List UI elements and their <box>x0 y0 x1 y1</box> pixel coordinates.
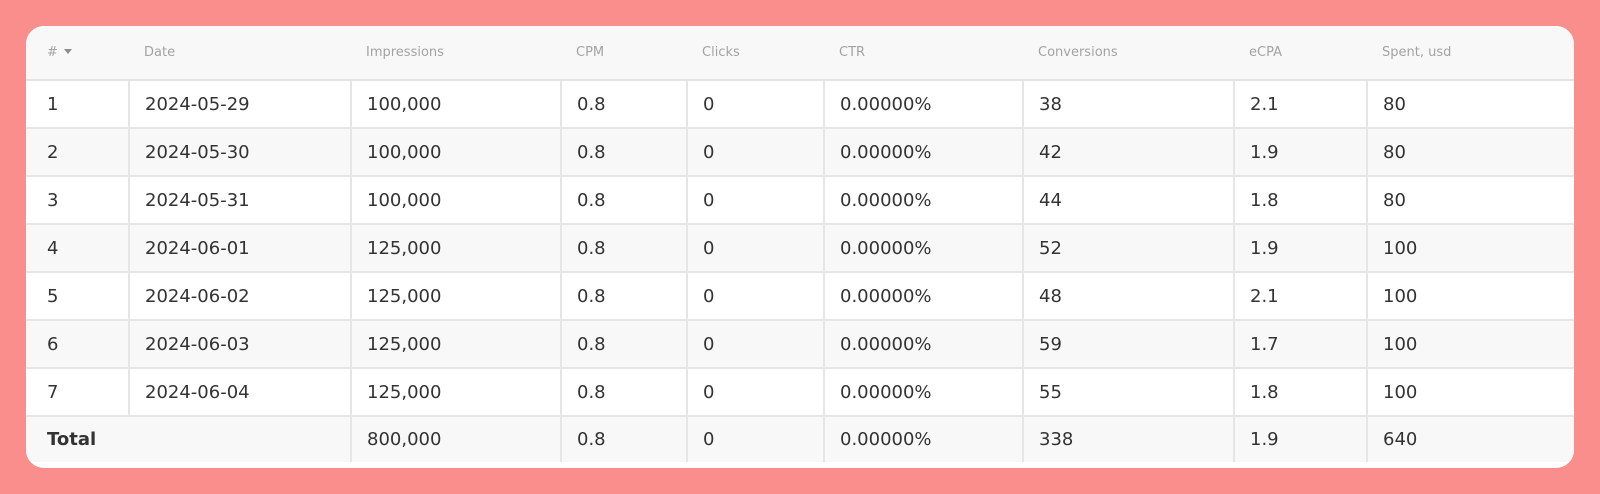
table-row: 7 2024-06-04 125,000 0.8 0 0.00000% 55 1… <box>26 368 1574 417</box>
total-ctr: 0.00000% <box>823 416 1023 462</box>
cell-clicks: 0 <box>686 272 824 321</box>
cell-spent: 100 <box>1366 320 1574 369</box>
cell-date: 2024-05-31 <box>128 176 351 225</box>
column-header-conversions[interactable]: Conversions <box>1023 26 1234 81</box>
column-header-label: # <box>47 45 58 60</box>
cell-clicks: 0 <box>686 80 824 129</box>
cell-cpm: 0.8 <box>560 224 687 273</box>
cell-spent: 100 <box>1366 272 1574 321</box>
cell-date: 2024-06-02 <box>128 272 351 321</box>
total-spent: 640 <box>1366 416 1574 462</box>
cell-impressions: 125,000 <box>350 368 561 417</box>
table-row: 3 2024-05-31 100,000 0.8 0 0.00000% 44 1… <box>26 176 1574 225</box>
cell-cpm: 0.8 <box>560 80 687 129</box>
cell-impressions: 125,000 <box>350 272 561 321</box>
column-header-spent[interactable]: Spent, usd <box>1367 26 1574 81</box>
total-impressions: 800,000 <box>350 416 561 462</box>
cell-ctr: 0.00000% <box>823 128 1023 177</box>
column-header-index[interactable]: # <box>26 26 129 81</box>
cell-impressions: 125,000 <box>350 320 561 369</box>
table-row: 4 2024-06-01 125,000 0.8 0 0.00000% 52 1… <box>26 224 1574 273</box>
cell-cpm: 0.8 <box>560 176 687 225</box>
cell-ecpa: 1.8 <box>1233 176 1367 225</box>
cell-ecpa: 2.1 <box>1233 272 1367 321</box>
total-ecpa: 1.9 <box>1233 416 1367 462</box>
cell-ctr: 0.00000% <box>823 368 1023 417</box>
total-cpm: 0.8 <box>560 416 687 462</box>
table-footer: Total 800,000 0.8 0 0.00000% 338 1.9 640 <box>26 416 1574 462</box>
cell-date: 2024-06-04 <box>128 368 351 417</box>
cell-ecpa: 2.1 <box>1233 80 1367 129</box>
cell-clicks: 0 <box>686 320 824 369</box>
cell-impressions: 100,000 <box>350 128 561 177</box>
caret-down-icon[interactable] <box>63 49 72 54</box>
cell-spent: 80 <box>1366 176 1574 225</box>
cell-index: 5 <box>26 272 129 321</box>
cell-ctr: 0.00000% <box>823 176 1023 225</box>
cell-spent: 80 <box>1366 80 1574 129</box>
cell-conversions: 55 <box>1022 368 1234 417</box>
cell-ctr: 0.00000% <box>823 80 1023 129</box>
total-clicks: 0 <box>686 416 824 462</box>
cell-cpm: 0.8 <box>560 128 687 177</box>
cell-cpm: 0.8 <box>560 320 687 369</box>
table-row: 1 2024-05-29 100,000 0.8 0 0.00000% 38 2… <box>26 80 1574 129</box>
cell-date: 2024-06-01 <box>128 224 351 273</box>
table-body: 1 2024-05-29 100,000 0.8 0 0.00000% 38 2… <box>26 80 1574 417</box>
total-label: Total <box>26 416 351 462</box>
cell-conversions: 44 <box>1022 176 1234 225</box>
stats-table-card: # Date Impressions CPM Clicks CTR Conver… <box>26 26 1574 468</box>
table-row: 5 2024-06-02 125,000 0.8 0 0.00000% 48 2… <box>26 272 1574 321</box>
header-row: # Date Impressions CPM Clicks CTR Conver… <box>26 26 1574 81</box>
table-row: 2 2024-05-30 100,000 0.8 0 0.00000% 42 1… <box>26 128 1574 177</box>
cell-ctr: 0.00000% <box>823 224 1023 273</box>
cell-ecpa: 1.8 <box>1233 368 1367 417</box>
cell-ecpa: 1.9 <box>1233 224 1367 273</box>
cell-clicks: 0 <box>686 224 824 273</box>
cell-impressions: 125,000 <box>350 224 561 273</box>
cell-conversions: 52 <box>1022 224 1234 273</box>
cell-index: 7 <box>26 368 129 417</box>
table-header: # Date Impressions CPM Clicks CTR Conver… <box>26 26 1574 81</box>
table-row: 6 2024-06-03 125,000 0.8 0 0.00000% 59 1… <box>26 320 1574 369</box>
column-header-ctr[interactable]: CTR <box>824 26 1023 81</box>
total-conversions: 338 <box>1022 416 1234 462</box>
column-header-cpm[interactable]: CPM <box>561 26 687 81</box>
cell-cpm: 0.8 <box>560 368 687 417</box>
cell-ctr: 0.00000% <box>823 272 1023 321</box>
cell-clicks: 0 <box>686 128 824 177</box>
cell-spent: 100 <box>1366 224 1574 273</box>
stats-table: # Date Impressions CPM Clicks CTR Conver… <box>26 26 1574 462</box>
column-header-clicks[interactable]: Clicks <box>687 26 824 81</box>
cell-clicks: 0 <box>686 368 824 417</box>
column-header-ecpa[interactable]: eCPA <box>1234 26 1367 81</box>
column-header-impressions[interactable]: Impressions <box>351 26 561 81</box>
cell-date: 2024-05-30 <box>128 128 351 177</box>
cell-cpm: 0.8 <box>560 272 687 321</box>
cell-index: 3 <box>26 176 129 225</box>
cell-ecpa: 1.9 <box>1233 128 1367 177</box>
column-header-date[interactable]: Date <box>129 26 351 81</box>
cell-clicks: 0 <box>686 176 824 225</box>
cell-conversions: 42 <box>1022 128 1234 177</box>
cell-index: 4 <box>26 224 129 273</box>
cell-conversions: 38 <box>1022 80 1234 129</box>
cell-spent: 100 <box>1366 368 1574 417</box>
cell-conversions: 48 <box>1022 272 1234 321</box>
cell-date: 2024-05-29 <box>128 80 351 129</box>
cell-impressions: 100,000 <box>350 80 561 129</box>
cell-impressions: 100,000 <box>350 176 561 225</box>
cell-index: 6 <box>26 320 129 369</box>
cell-date: 2024-06-03 <box>128 320 351 369</box>
cell-conversions: 59 <box>1022 320 1234 369</box>
total-row: Total 800,000 0.8 0 0.00000% 338 1.9 640 <box>26 416 1574 462</box>
cell-index: 1 <box>26 80 129 129</box>
cell-ctr: 0.00000% <box>823 320 1023 369</box>
cell-ecpa: 1.7 <box>1233 320 1367 369</box>
cell-index: 2 <box>26 128 129 177</box>
cell-spent: 80 <box>1366 128 1574 177</box>
